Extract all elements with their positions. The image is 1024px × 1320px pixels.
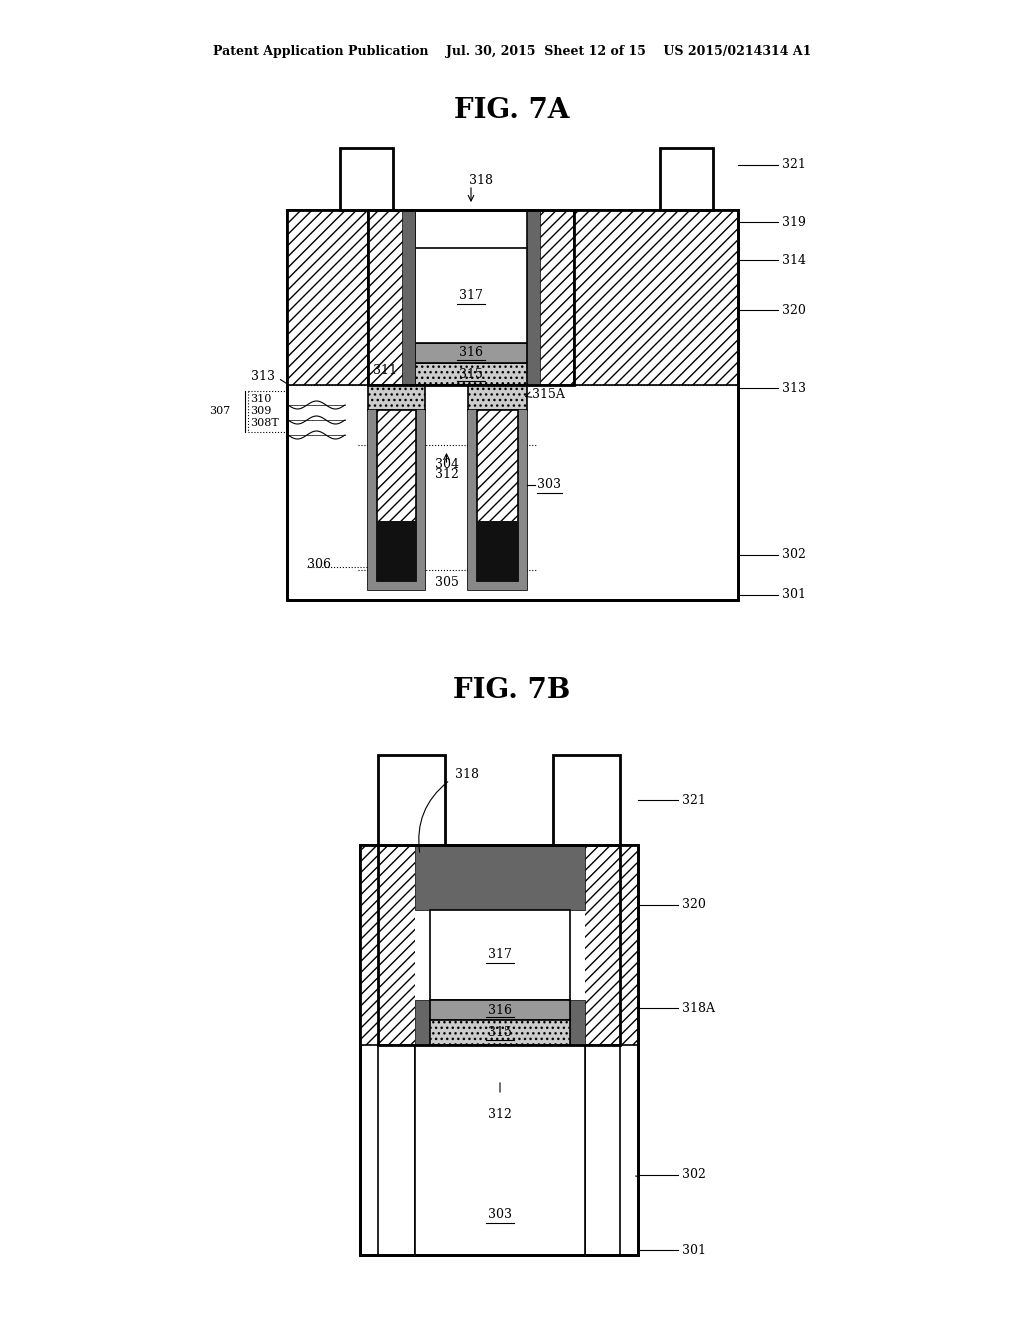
Text: 304: 304 xyxy=(434,458,459,471)
Bar xyxy=(415,845,585,1045)
Text: FIG. 7B: FIG. 7B xyxy=(454,676,570,704)
Text: 316: 316 xyxy=(459,346,483,359)
Bar xyxy=(377,411,416,581)
Text: 313: 313 xyxy=(251,371,275,384)
Text: 320: 320 xyxy=(782,304,806,317)
Text: 314: 314 xyxy=(782,253,806,267)
Bar xyxy=(368,411,377,590)
Text: 317: 317 xyxy=(488,949,512,961)
Bar xyxy=(368,210,415,385)
Bar xyxy=(378,755,445,845)
Bar xyxy=(287,210,368,385)
Text: 302: 302 xyxy=(782,549,806,561)
Text: 316: 316 xyxy=(488,1003,512,1016)
Text: 318: 318 xyxy=(455,768,479,781)
Text: 318A: 318A xyxy=(682,1002,715,1015)
Bar xyxy=(287,210,738,601)
Text: 321: 321 xyxy=(782,158,806,172)
Bar xyxy=(518,411,527,590)
Text: 305: 305 xyxy=(434,576,459,589)
Bar xyxy=(378,845,620,1045)
Bar xyxy=(468,385,527,411)
Bar xyxy=(368,581,425,590)
Bar xyxy=(430,909,570,1001)
Bar xyxy=(415,845,585,909)
Bar xyxy=(553,755,620,845)
Bar xyxy=(660,148,713,210)
Bar xyxy=(287,210,738,601)
Bar xyxy=(468,411,477,590)
Text: 303: 303 xyxy=(537,479,561,491)
Bar xyxy=(477,521,518,581)
Bar xyxy=(340,148,393,210)
Text: 303: 303 xyxy=(488,1209,512,1221)
Bar xyxy=(368,385,425,411)
Text: 301: 301 xyxy=(682,1243,706,1257)
Bar xyxy=(415,363,527,385)
Text: 310: 310 xyxy=(250,393,271,404)
Bar xyxy=(468,581,527,590)
Text: 307: 307 xyxy=(209,407,230,416)
Bar xyxy=(360,845,638,1255)
Bar xyxy=(574,210,738,385)
Text: FIG. 7A: FIG. 7A xyxy=(455,96,569,124)
Bar xyxy=(477,411,518,581)
Text: 321: 321 xyxy=(682,793,706,807)
Text: 319: 319 xyxy=(782,215,806,228)
Bar xyxy=(527,210,574,385)
Bar xyxy=(377,521,416,581)
Bar xyxy=(468,411,527,590)
Text: 306: 306 xyxy=(307,558,331,572)
Bar xyxy=(368,210,574,385)
Text: Patent Application Publication    Jul. 30, 2015  Sheet 12 of 15    US 2015/02143: Patent Application Publication Jul. 30, … xyxy=(213,45,811,58)
Bar xyxy=(415,1045,585,1255)
Bar xyxy=(430,1020,570,1045)
Text: 312: 312 xyxy=(488,1109,512,1122)
Bar xyxy=(360,845,638,1045)
Bar xyxy=(570,1001,585,1045)
Bar xyxy=(415,248,527,343)
Text: 302: 302 xyxy=(682,1168,706,1181)
Text: 309: 309 xyxy=(250,407,271,416)
Bar xyxy=(360,845,638,1255)
Text: 320: 320 xyxy=(682,899,706,912)
Bar xyxy=(368,411,425,590)
Bar xyxy=(416,411,425,590)
Bar xyxy=(402,210,415,385)
Bar xyxy=(378,1045,415,1255)
Bar xyxy=(527,210,540,385)
Text: 311: 311 xyxy=(373,364,397,378)
Text: 318: 318 xyxy=(469,173,493,186)
Bar xyxy=(430,1001,570,1020)
Text: 315: 315 xyxy=(488,1026,512,1039)
Bar xyxy=(585,1045,620,1255)
Text: 312: 312 xyxy=(434,469,459,482)
Text: 315: 315 xyxy=(459,367,483,380)
Text: 317: 317 xyxy=(459,289,483,302)
Text: 301: 301 xyxy=(782,589,806,602)
Text: 315A: 315A xyxy=(532,388,565,401)
Text: 308T: 308T xyxy=(250,418,279,428)
Text: 313: 313 xyxy=(782,381,806,395)
Bar xyxy=(415,343,527,363)
Bar xyxy=(415,1001,430,1045)
